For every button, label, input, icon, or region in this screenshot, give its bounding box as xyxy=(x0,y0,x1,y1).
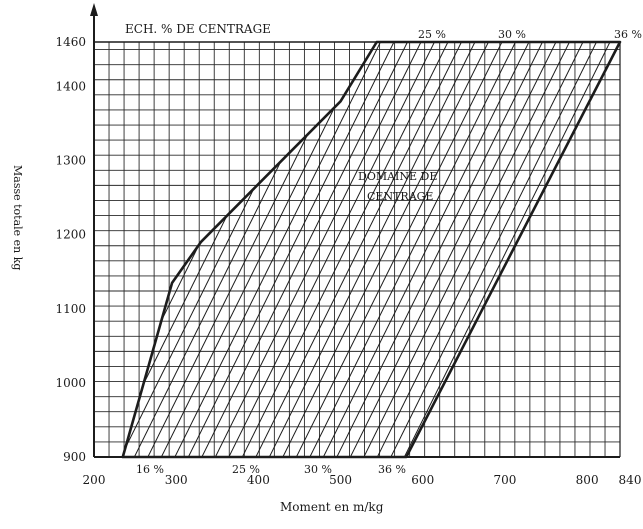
hatch-line xyxy=(52,12,287,487)
x-tick-label: 500 xyxy=(329,473,352,487)
percent-label-top: 25 % xyxy=(418,28,446,41)
y-tick-label: 1460 xyxy=(55,35,86,49)
x-tick-label: 300 xyxy=(165,473,188,487)
hatch-line xyxy=(403,12,638,487)
hatch-line xyxy=(0,12,220,487)
percent-label-top: 36 % xyxy=(614,28,642,41)
y-tick-label: 1200 xyxy=(55,228,86,242)
hatch-line xyxy=(201,12,436,487)
centrage-envelope xyxy=(123,42,620,457)
x-axis-label: Moment en m/kg xyxy=(280,500,384,514)
hatch-line xyxy=(0,12,58,487)
x-tick-label: 200 xyxy=(83,473,106,487)
hatch-line xyxy=(0,12,179,487)
hatch-line xyxy=(565,12,643,487)
y-tick-label: 1100 xyxy=(55,302,86,316)
hatch-line xyxy=(430,12,643,487)
percent-label-top: 30 % xyxy=(498,28,526,41)
hatch-line xyxy=(525,12,643,487)
hatch-line xyxy=(0,12,4,487)
envelope-outline xyxy=(123,42,620,457)
hatch-line xyxy=(133,12,368,487)
hatch-line xyxy=(0,12,193,487)
x-tick-label: 700 xyxy=(493,473,516,487)
hatch-line xyxy=(619,12,643,487)
x-tick-label: 800 xyxy=(576,473,599,487)
hatch-line xyxy=(498,12,643,487)
y-tick-label: 1300 xyxy=(55,154,86,168)
percent-label-bottom: 30 % xyxy=(304,463,332,476)
x-tick-label: 600 xyxy=(411,473,434,487)
region-label-line-2: CENTRAGE xyxy=(367,190,433,203)
y-axis-arrow xyxy=(90,3,98,16)
hatch-line xyxy=(66,12,301,487)
hatch-line xyxy=(174,12,409,487)
y-axis-label: Masse totale en kg xyxy=(11,165,24,270)
hatch-line xyxy=(0,12,233,487)
hatch-line xyxy=(12,12,247,487)
grid xyxy=(94,42,620,457)
hatch-line xyxy=(282,12,517,487)
percent-label-bottom: 36 % xyxy=(378,463,406,476)
hatch-line xyxy=(444,12,643,487)
hatch-line xyxy=(633,12,643,487)
hatch-line xyxy=(538,12,643,487)
hatch-line xyxy=(579,12,643,487)
y-tick-label: 900 xyxy=(63,450,86,464)
hatch-line xyxy=(376,12,611,487)
hatch-line xyxy=(268,12,503,487)
labels: ECH. % DE CENTRAGE Moment en m/kg Masse … xyxy=(11,22,642,514)
hatch-line xyxy=(552,12,643,487)
hatch-line xyxy=(349,12,584,487)
y-tick-label: 1400 xyxy=(55,79,86,93)
chart-title: ECH. % DE CENTRAGE xyxy=(125,22,271,36)
percent-label-bottom: 16 % xyxy=(136,463,164,476)
hatch-line xyxy=(0,12,206,487)
hatch-line xyxy=(295,12,530,487)
hatch-lines xyxy=(0,12,643,487)
hatch-line xyxy=(606,12,643,487)
hatch-line xyxy=(214,12,449,487)
hatch-line xyxy=(93,12,328,487)
hatch-line xyxy=(471,12,643,487)
region-label-line-1: DOMAINE DE xyxy=(358,170,437,183)
x-tick-label: 840 xyxy=(619,473,642,487)
hatch-group xyxy=(0,12,643,487)
hatch-line xyxy=(363,12,598,487)
hatch-line xyxy=(147,12,382,487)
hatch-line xyxy=(511,12,643,487)
y-tick-label: 1000 xyxy=(55,376,86,390)
hatch-line xyxy=(241,12,476,487)
hatch-line xyxy=(106,12,341,487)
hatch-line xyxy=(336,12,571,487)
percent-label-bottom: 25 % xyxy=(232,463,260,476)
hatch-line xyxy=(484,12,643,487)
